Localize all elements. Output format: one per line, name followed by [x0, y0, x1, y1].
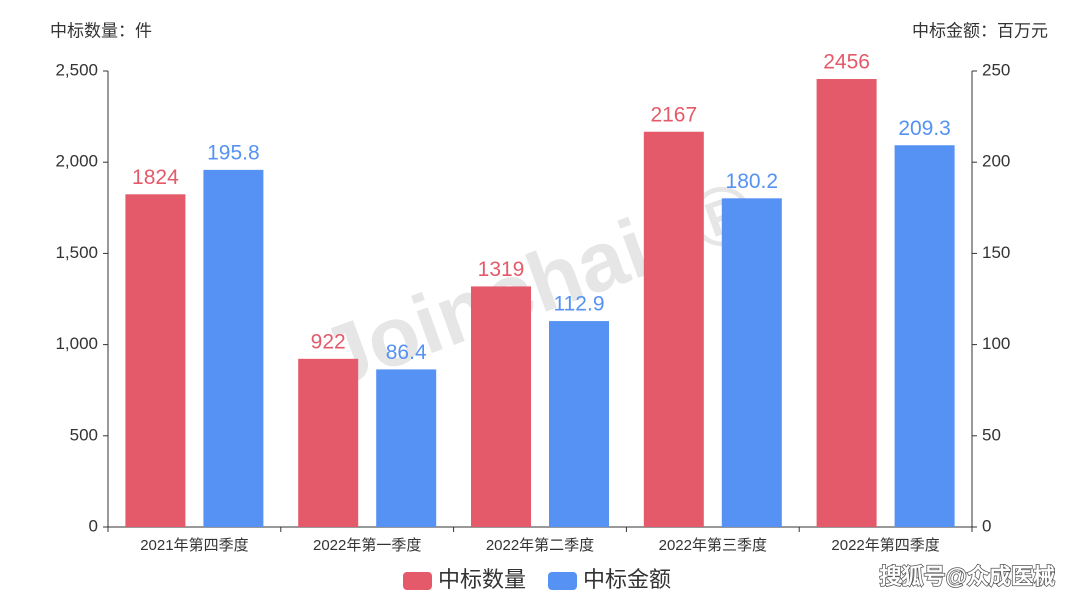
data-label: 1824 — [132, 166, 179, 189]
data-label: 86.4 — [386, 341, 427, 364]
data-label: 2456 — [823, 51, 870, 74]
data-label: 1319 — [478, 258, 525, 281]
legend-label: 中标数量 — [438, 567, 526, 592]
y-tick-label: 2,500 — [55, 60, 98, 79]
y-tick-label: 1,000 — [55, 334, 98, 353]
data-label: 209.3 — [898, 117, 951, 140]
bar — [894, 145, 955, 527]
y2-tick-label: 0 — [982, 516, 991, 535]
x-tick-label: 2022年第一季度 — [313, 536, 421, 554]
bar — [549, 321, 609, 527]
bar — [203, 169, 264, 528]
bar — [816, 79, 877, 527]
legend-swatch — [403, 572, 432, 590]
y-tick-label: 500 — [70, 425, 98, 444]
bar — [643, 131, 704, 527]
x-tick-label: 2022年第二季度 — [486, 536, 594, 554]
y2-tick-label: 150 — [982, 243, 1010, 262]
legend-label: 中标金额 — [583, 567, 671, 592]
data-label: 180.2 — [726, 170, 779, 193]
data-label: 2167 — [650, 103, 697, 126]
bar — [471, 286, 531, 527]
y2-tick-label: 50 — [982, 425, 1001, 444]
y2-tick-label: 250 — [982, 60, 1010, 79]
y-axis-label: 中标数量：件 — [50, 21, 152, 40]
data-label: 922 — [311, 330, 346, 353]
y-tick-label: 1,500 — [55, 243, 98, 262]
data-label: 195.8 — [207, 141, 260, 164]
bar — [721, 198, 782, 528]
y2-axis-label: 中标金额：百万元 — [912, 21, 1048, 40]
y-tick-label: 0 — [89, 516, 98, 535]
bar — [125, 194, 186, 527]
y-tick-label: 2,000 — [55, 152, 98, 171]
y2-tick-label: 100 — [982, 334, 1010, 353]
x-tick-label: 2022年第三季度 — [659, 536, 767, 554]
bar — [376, 369, 437, 527]
x-tick-label: 2022年第四季度 — [831, 536, 939, 554]
y2-tick-label: 200 — [982, 152, 1010, 171]
bar — [298, 358, 359, 527]
x-tick-label: 2021年第四季度 — [140, 536, 248, 554]
legend-swatch — [548, 572, 577, 590]
source: 搜狐号@众成医械 — [880, 564, 1055, 589]
data-label: 112.9 — [554, 293, 605, 316]
